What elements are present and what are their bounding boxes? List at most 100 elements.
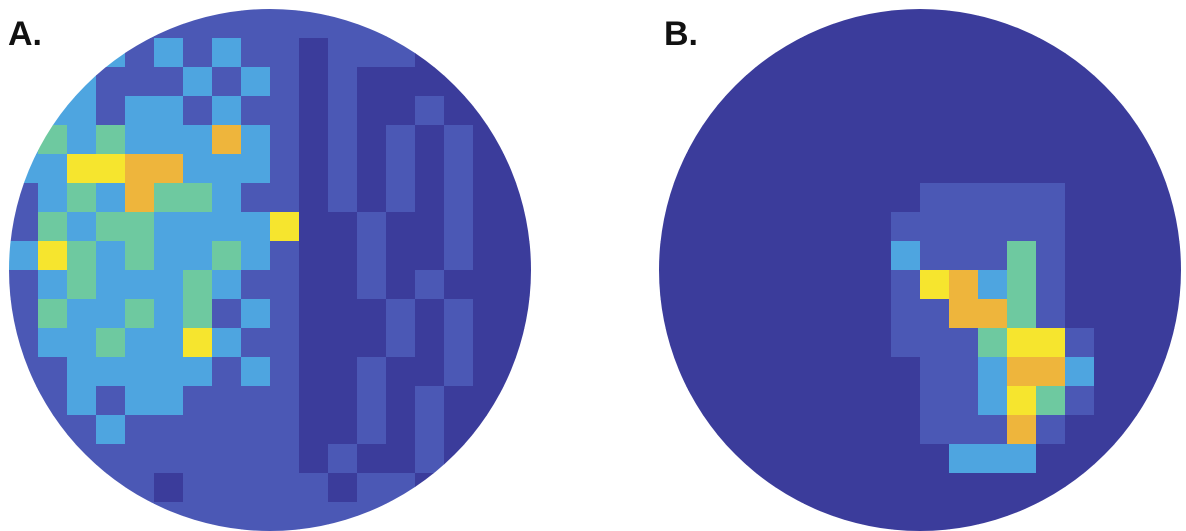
heatmap-cell — [978, 241, 1008, 271]
heatmap-cell — [1007, 125, 1037, 155]
heatmap-cell — [833, 473, 863, 503]
heatmap-cell — [1065, 444, 1095, 474]
heatmap-cell — [67, 386, 97, 416]
heatmap-cell — [125, 96, 155, 126]
heatmap-cell — [659, 96, 689, 126]
heatmap-cell — [502, 502, 531, 531]
heatmap-cell — [862, 9, 892, 39]
heatmap-cell — [804, 212, 834, 242]
heatmap-cell — [386, 212, 416, 242]
heatmap-cell — [444, 96, 474, 126]
heatmap-cell — [949, 67, 979, 97]
heatmap-cell — [1065, 183, 1095, 213]
heatmap-cell — [444, 473, 474, 503]
heatmap-cell — [415, 270, 445, 300]
heatmap-cell — [212, 270, 242, 300]
heatmap-cell — [9, 299, 39, 329]
heatmap-cell — [299, 125, 329, 155]
heatmap-cell — [241, 444, 271, 474]
heatmap-cell — [125, 154, 155, 184]
heatmap-cell — [125, 9, 155, 39]
heatmap-cell — [978, 444, 1008, 474]
heatmap-cell — [659, 357, 689, 387]
heatmap-cell — [386, 270, 416, 300]
heatmap-cell — [804, 241, 834, 271]
heatmap-cell — [357, 125, 387, 155]
heatmap-cell — [1036, 241, 1066, 271]
heatmap-cell — [775, 154, 805, 184]
heatmap-cell — [688, 212, 718, 242]
heatmap-cell — [154, 241, 184, 271]
heatmap-cell — [270, 270, 300, 300]
heatmap-cell — [949, 212, 979, 242]
heatmap-cell — [1094, 502, 1124, 531]
heatmap-cell — [96, 473, 126, 503]
heatmap-cell — [96, 125, 126, 155]
heatmap-cell — [920, 270, 950, 300]
heatmap-cell — [717, 444, 747, 474]
heatmap-cell — [386, 96, 416, 126]
heatmap-cell — [96, 386, 126, 416]
heatmap-cell — [125, 473, 155, 503]
heatmap-cell — [386, 67, 416, 97]
heatmap-cell — [154, 183, 184, 213]
heatmap-cell — [270, 502, 300, 531]
heatmap-cell — [328, 444, 358, 474]
heatmap-cell — [1152, 502, 1181, 531]
heatmap-cell — [386, 473, 416, 503]
heatmap-cell — [659, 502, 689, 531]
heatmap-cell — [688, 502, 718, 531]
heatmap-cell — [473, 125, 503, 155]
heatmap-cell — [775, 328, 805, 358]
heatmap-cell — [38, 386, 68, 416]
heatmap-cell — [96, 241, 126, 271]
heatmap-cell — [1123, 241, 1153, 271]
heatmap-cell — [804, 67, 834, 97]
heatmap-cell — [299, 415, 329, 445]
heatmap-cell — [357, 299, 387, 329]
heatmap-cell — [154, 299, 184, 329]
heatmap-cell — [891, 183, 921, 213]
heatmap-cell — [502, 357, 531, 387]
heatmap-cell — [1152, 328, 1181, 358]
heatmap-cell — [920, 502, 950, 531]
heatmap-cell — [125, 357, 155, 387]
heatmap-cell — [1065, 125, 1095, 155]
heatmap-cell — [1094, 415, 1124, 445]
heatmap-cell — [1152, 357, 1181, 387]
heatmap-cell — [833, 241, 863, 271]
heatmap-cell — [1007, 38, 1037, 68]
heatmap-cell — [328, 96, 358, 126]
heatmap-cell — [96, 328, 126, 358]
heatmap-cell — [717, 125, 747, 155]
heatmap-cell — [96, 444, 126, 474]
heatmap-cell — [775, 502, 805, 531]
heatmap-cell — [125, 183, 155, 213]
heatmap-cell — [659, 444, 689, 474]
heatmap-cell — [978, 328, 1008, 358]
heatmap-cell — [1007, 96, 1037, 126]
heatmap-cell — [270, 241, 300, 271]
heatmap-cell — [125, 241, 155, 271]
heatmap-cell — [746, 444, 776, 474]
heatmap-cell — [241, 212, 271, 242]
heatmap-cell — [978, 270, 1008, 300]
heatmap-cell — [415, 9, 445, 39]
heatmap-cell — [717, 270, 747, 300]
heatmap-cell — [688, 357, 718, 387]
heatmap-cell — [328, 9, 358, 39]
heatmap-cell — [978, 386, 1008, 416]
heatmap-cell — [1036, 67, 1066, 97]
heatmap-cell — [891, 96, 921, 126]
heatmap-cell — [978, 125, 1008, 155]
heatmap-cell — [38, 299, 68, 329]
heatmap-cell — [1123, 357, 1153, 387]
heatmap-cell — [775, 67, 805, 97]
heatmap-cell — [241, 415, 271, 445]
heatmap-cell — [473, 444, 503, 474]
heatmap-cell — [444, 502, 474, 531]
heatmap-cell — [717, 386, 747, 416]
heatmap-cell — [1094, 473, 1124, 503]
heatmap-cell — [241, 9, 271, 39]
heatmap-cell — [154, 444, 184, 474]
